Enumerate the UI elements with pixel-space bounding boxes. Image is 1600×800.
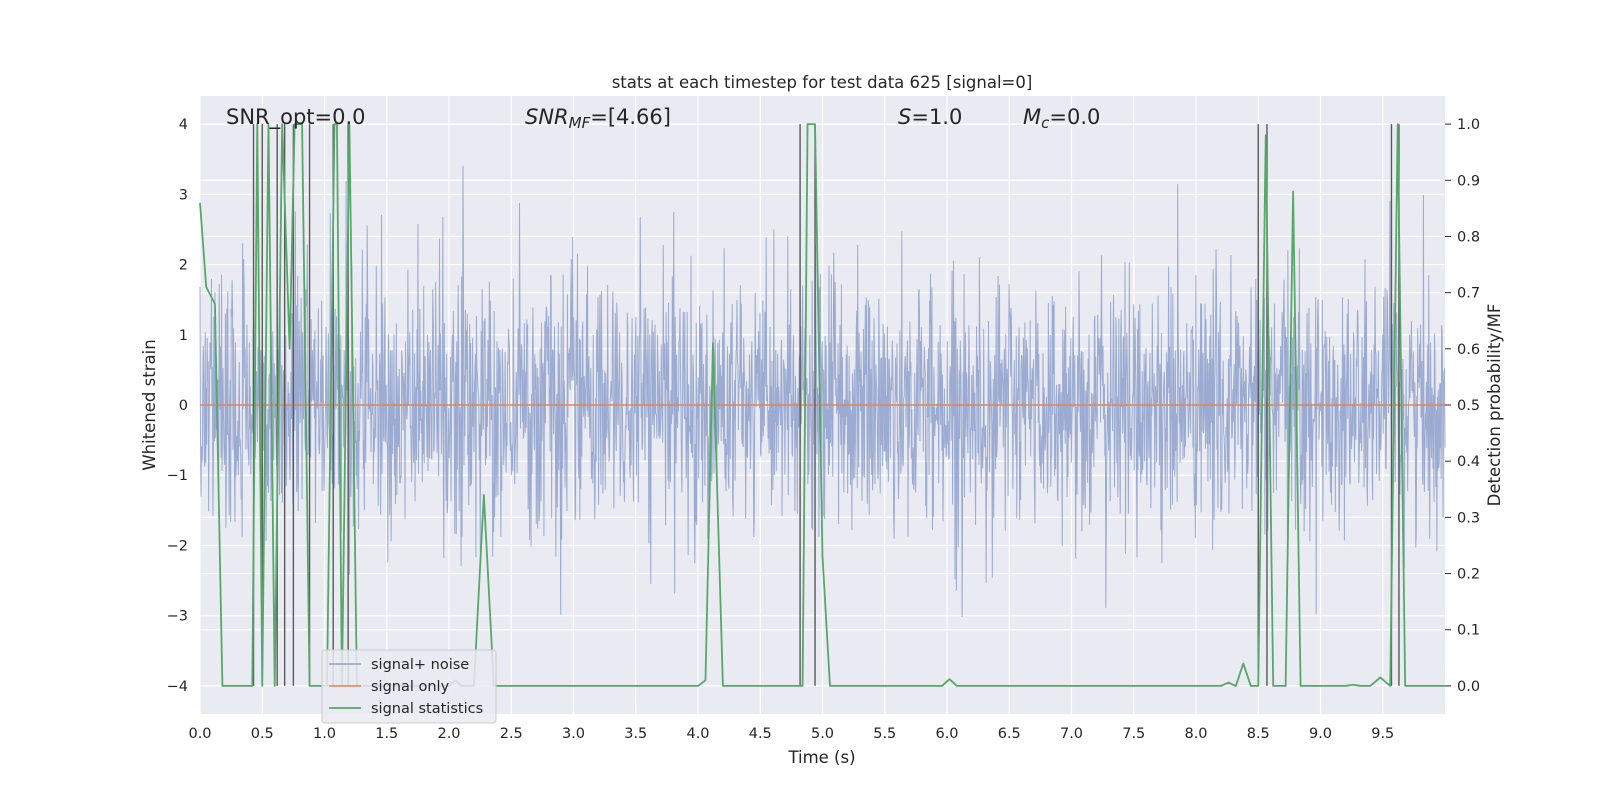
x-tick-label: 8.5 xyxy=(1247,726,1270,742)
s-symbol: S xyxy=(898,105,911,129)
x-tick-label: 3.0 xyxy=(562,726,585,742)
mc-symbol: M xyxy=(1023,105,1041,129)
y-tick-label-left: 0 xyxy=(179,398,188,414)
x-tick-label: 3.5 xyxy=(624,726,647,742)
x-tick-label: 7.0 xyxy=(1060,726,1083,742)
x-tick-label: 0.0 xyxy=(188,726,211,742)
x-tick-label: 6.0 xyxy=(935,726,958,742)
snr-mf-symbol: SNR xyxy=(525,105,569,129)
legend-label-signal-statistics: signal statistics xyxy=(371,701,483,717)
y-tick-label-left: −1 xyxy=(167,468,188,484)
snr-mf-subscript: MF xyxy=(569,114,591,132)
y-tick-label-left: 2 xyxy=(179,258,188,274)
y-tick-label-right: 0.5 xyxy=(1457,398,1480,414)
y-tick-label-left: 1 xyxy=(179,328,188,344)
legend-label-signal-only: signal only xyxy=(371,679,450,695)
signal-statistics-series xyxy=(199,123,1445,687)
x-tick-label: 6.5 xyxy=(998,726,1021,742)
y-tick-label-right: 0.4 xyxy=(1457,454,1480,470)
signal-noise-series xyxy=(199,165,1446,618)
x-tick-label: 1.5 xyxy=(375,726,398,742)
chart-title: stats at each timestep for test data 625… xyxy=(612,73,1033,92)
y-tick-label-right: 0.1 xyxy=(1457,623,1480,639)
y-axis-label-left: Whitened strain xyxy=(140,339,159,470)
y-tick-label-right: 0.9 xyxy=(1457,173,1480,189)
x-axis-label: Time (s) xyxy=(787,748,855,767)
right-y-axis-ticks: 1.0 0.9 0.8 0.7 0.6 0.5 0.4 0.3 0.2 0.1 0.0 xyxy=(1445,117,1480,695)
x-tick-label: 4.5 xyxy=(749,726,772,742)
y-tick-label-left: −2 xyxy=(167,538,188,554)
mc-annotation: Mc=0.0 xyxy=(1023,105,1100,132)
x-tick-label: 9.0 xyxy=(1309,726,1332,742)
x-tick-label: 1.0 xyxy=(313,726,336,742)
x-tick-label: 7.5 xyxy=(1122,726,1145,742)
s-value: =1.0 xyxy=(911,105,962,129)
snr-opt-annotation: SNR_opt=0.0 xyxy=(226,105,366,130)
y-tick-label-left: −3 xyxy=(167,609,188,625)
y-tick-label-right: 0.8 xyxy=(1457,229,1480,245)
legend-label-signal-noise: signal+ noise xyxy=(371,657,469,673)
x-tick-label: 2.0 xyxy=(437,726,460,742)
left-y-axis-ticks: 4 3 2 1 0 −1 −2 −3 −4 xyxy=(167,117,188,695)
y-tick-label-right: 0.7 xyxy=(1457,286,1480,302)
y-tick-label-right: 0.3 xyxy=(1457,510,1480,526)
x-tick-label: 5.0 xyxy=(811,726,834,742)
x-tick-label: 9.5 xyxy=(1371,726,1394,742)
y-tick-label-right: 0.2 xyxy=(1457,567,1480,583)
x-tick-label: 0.5 xyxy=(251,726,274,742)
y-tick-label-right: 0.0 xyxy=(1457,679,1480,695)
y-tick-label-left: 3 xyxy=(179,187,188,203)
snr-mf-annotation: SNRMF=[4.66] xyxy=(525,105,671,132)
x-tick-label: 2.5 xyxy=(500,726,523,742)
x-tick-label: 5.5 xyxy=(873,726,896,742)
signal-statistics-line xyxy=(199,123,1445,687)
mc-value: =0.0 xyxy=(1049,105,1100,129)
y-axis-label-right: Detection probability/MF xyxy=(1485,304,1504,507)
x-tick-label: 8.0 xyxy=(1184,726,1207,742)
y-tick-label-left: −4 xyxy=(167,679,188,695)
x-axis-ticks: 0.0 0.5 1.0 1.5 2.0 2.5 3.0 3.5 4.0 4.5 5.0 5.5 6.0 6… xyxy=(188,726,1394,742)
snr-mf-value: =[4.66] xyxy=(590,105,671,129)
y-tick-label-right: 1.0 xyxy=(1457,117,1480,133)
y-tick-label-left: 4 xyxy=(179,117,188,133)
s-annotation: S=1.0 xyxy=(898,105,962,129)
signal-noise-line xyxy=(199,165,1446,618)
y-tick-label-right: 0.6 xyxy=(1457,342,1480,358)
mc-subscript: c xyxy=(1041,114,1050,132)
x-tick-label: 4.0 xyxy=(686,726,709,742)
legend-box xyxy=(321,649,497,724)
legend: signal+ noise signal only signal statist… xyxy=(321,649,497,724)
